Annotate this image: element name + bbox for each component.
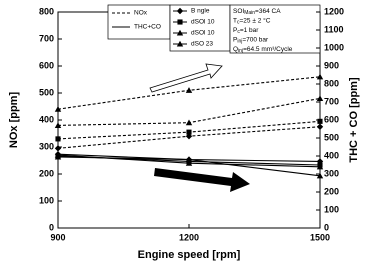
x-tick-label: 900 <box>50 232 65 242</box>
y-tick-label: 800 <box>39 6 54 16</box>
legend-label: B ngle <box>191 8 210 15</box>
condition-symbol: T <box>233 17 237 24</box>
condition-symbol: P <box>233 36 237 43</box>
legend-marker <box>176 40 184 47</box>
y2-tick-label: 800 <box>324 78 339 88</box>
data-point <box>186 129 192 135</box>
condition-text: Pc=1 bar <box>233 27 259 36</box>
data-point <box>185 133 193 140</box>
data-point <box>54 106 62 112</box>
y-tick-label: 500 <box>39 87 54 97</box>
legend-label: dSO 23 <box>191 41 213 48</box>
y-tick-label: 700 <box>39 33 54 43</box>
x-axis-label: Engine speed [rpm] <box>138 249 241 261</box>
legend-label: NOx <box>134 10 148 17</box>
condition-value: =1 bar <box>240 27 259 34</box>
condition-value: =64.5 mm³/Cycle <box>243 46 293 53</box>
y2-tick-label: 1200 <box>324 6 344 16</box>
legend-label: THC+CO <box>134 24 161 31</box>
data-point <box>316 95 324 101</box>
condition-text: SOIMain=364 CA <box>233 8 281 17</box>
y2-tick-label: 400 <box>324 150 339 160</box>
condition-subscript: c <box>237 20 240 26</box>
condition-value: =25 ± 2 °C <box>239 16 270 24</box>
condition-subscript: Main <box>244 10 255 16</box>
series-line <box>57 76 321 110</box>
y2-tick-label: 700 <box>324 96 339 106</box>
conditions-box <box>229 4 321 54</box>
y-tick-label: 100 <box>39 195 54 205</box>
y2-tick-label: 900 <box>324 60 339 70</box>
legend-marker <box>176 29 184 36</box>
data-point <box>54 153 62 160</box>
condition-value: =364 CA <box>255 8 281 15</box>
x-tick-label: 1500 <box>310 232 330 242</box>
legend-box <box>107 4 171 40</box>
y-tick-label: 600 <box>39 60 54 70</box>
data-point <box>55 136 61 142</box>
y-tick-label: 400 <box>39 114 54 124</box>
data-point <box>316 163 324 170</box>
y2-tick-label: 0 <box>324 222 329 232</box>
y-tick-label: 200 <box>39 168 54 178</box>
data-point <box>54 145 62 152</box>
legend-label: dSOl 10 <box>191 19 215 26</box>
legend-label: dSOl 10 <box>191 30 215 37</box>
data-point <box>316 172 324 179</box>
legend-marker <box>176 7 184 15</box>
condition-subscript: c <box>237 29 240 35</box>
y-tick-label: 300 <box>39 141 54 151</box>
condition-value: =700 bar <box>242 36 269 43</box>
y-tick-label: 0 <box>49 222 54 232</box>
data-point <box>316 73 324 80</box>
data-point <box>316 123 324 130</box>
increase-arrow <box>149 63 223 93</box>
condition-subscript: inj <box>238 48 243 54</box>
y2-tick-label: 500 <box>324 132 339 142</box>
y2-axis-label: THC + CO [ppm] <box>348 77 360 163</box>
y2-tick-label: 300 <box>324 168 339 178</box>
y2-tick-label: 1000 <box>324 42 344 52</box>
condition-text: Qinj=64.5 mm³/Cycle <box>233 46 293 55</box>
x-tick-label: 1200 <box>179 232 199 242</box>
y2-tick-label: 1100 <box>324 24 344 34</box>
data-point <box>185 119 193 126</box>
data-point <box>54 122 62 128</box>
condition-symbol: P <box>233 27 237 34</box>
y2-tick-label: 600 <box>324 114 339 124</box>
data-point <box>185 87 193 93</box>
y2-tick-label: 200 <box>324 186 339 196</box>
condition-symbol: SOI <box>233 8 244 15</box>
legend-marker <box>177 19 183 25</box>
condition-symbol: Q <box>233 46 238 53</box>
data-point <box>185 160 193 166</box>
y-axis-label: NOx [ppm] <box>8 92 20 149</box>
data-point <box>185 156 193 163</box>
y2-tick-label: 100 <box>324 204 339 214</box>
data-point <box>317 118 323 124</box>
decrease-arrow <box>154 168 250 192</box>
condition-text: Pinj=700 bar <box>233 36 269 45</box>
condition-subscript: inj <box>237 39 242 45</box>
condition-text: Tc=25 ± 2 °C <box>233 16 271 26</box>
